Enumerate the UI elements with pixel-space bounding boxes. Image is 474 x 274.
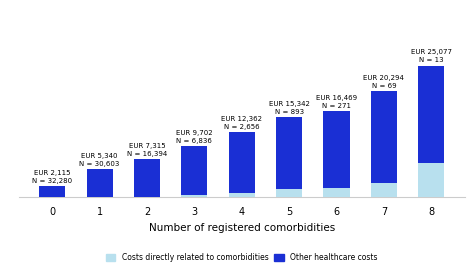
Text: EUR 5,340
N = 30,603: EUR 5,340 N = 30,603 [80,153,120,167]
X-axis label: Number of registered comorbidities: Number of registered comorbidities [149,222,335,233]
Text: EUR 20,294
N = 69: EUR 20,294 N = 69 [364,75,404,89]
Bar [229,193,255,197]
Text: EUR 2,115
N = 32,280: EUR 2,115 N = 32,280 [32,170,73,184]
Bar [323,111,349,188]
Bar [418,65,444,163]
Text: EUR 16,469
N = 271: EUR 16,469 N = 271 [316,95,357,109]
Bar [229,132,255,193]
Text: EUR 25,077
N = 13: EUR 25,077 N = 13 [411,50,452,64]
Bar [371,182,397,197]
Bar [134,159,160,197]
Bar [371,91,397,182]
Text: EUR 9,702
N = 6,836: EUR 9,702 N = 6,836 [176,130,213,144]
Bar [182,195,208,197]
Bar [323,188,349,197]
Bar [182,146,208,195]
Bar [87,169,113,197]
Bar [276,189,302,197]
Text: EUR 7,315
N = 16,394: EUR 7,315 N = 16,394 [127,143,167,157]
Bar [276,117,302,189]
Bar [39,186,65,197]
Text: EUR 12,362
N = 2,656: EUR 12,362 N = 2,656 [221,116,262,130]
Text: EUR 15,342
N = 893: EUR 15,342 N = 893 [269,101,310,115]
Legend: Costs directly related to comorbidities, Other healthcare costs: Costs directly related to comorbidities,… [103,250,380,265]
Bar [418,163,444,197]
